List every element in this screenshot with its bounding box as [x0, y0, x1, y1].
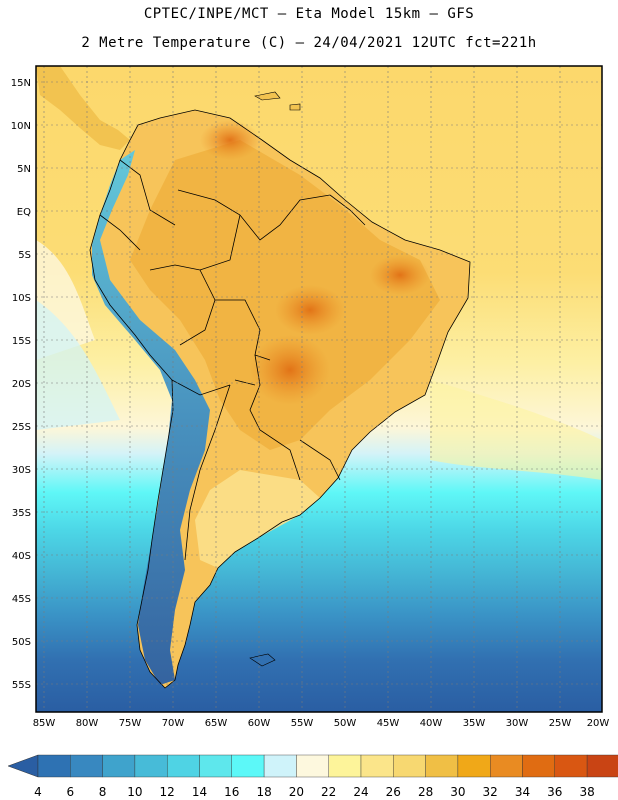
colorbar-label: 30: [450, 785, 465, 799]
lon-label: 25W: [549, 718, 572, 729]
colorbar-swatch: [490, 754, 523, 778]
lat-label: 35S: [12, 508, 31, 519]
lat-label: 15N: [11, 78, 31, 89]
colorbar-label: 32: [483, 785, 498, 799]
lat-label: 10N: [11, 121, 31, 132]
map-area: [36, 66, 602, 712]
colorbar-label: 28: [418, 785, 433, 799]
colorbar-label: 8: [99, 785, 107, 799]
colorbar-swatch: [328, 754, 362, 778]
colorbar-swatch: [102, 754, 136, 778]
colorbar-swatch: [263, 754, 297, 778]
colorbar-label: 20: [289, 785, 304, 799]
map-subtitle: 2 Metre Temperature (C) – 24/04/2021 12U…: [81, 35, 537, 51]
lon-label: 85W: [33, 718, 56, 729]
lon-label: 35W: [463, 718, 486, 729]
colorbar-swatch: [393, 754, 426, 778]
lon-label: 30W: [506, 718, 529, 729]
colorbar-swatch: [554, 754, 588, 778]
colorbar-swatch: [134, 754, 168, 778]
lon-label: 65W: [205, 718, 228, 729]
colorbar-swatch: [586, 754, 618, 778]
colorbar-swatch: [231, 754, 265, 778]
colorbar-swatch: [199, 754, 232, 778]
longitude-labels: 85W 80W 75W 70W 65W 60W 55W 50W 45W 40W …: [33, 718, 610, 729]
colorbar-swatch: [37, 754, 71, 778]
colorbar-swatch: [70, 754, 103, 778]
colorbar-swatch: [457, 754, 491, 778]
lat-label: 30S: [12, 465, 31, 476]
lat-label: EQ: [17, 207, 31, 218]
lon-label: 40W: [420, 718, 443, 729]
lon-label: 70W: [162, 718, 185, 729]
lon-label: 20W: [587, 718, 610, 729]
colorbar-swatch: [296, 754, 329, 778]
lat-label: 5S: [18, 250, 31, 261]
lat-label: 15S: [12, 336, 31, 347]
lat-label: 5N: [17, 164, 31, 175]
lat-label: 45S: [12, 594, 31, 605]
colorbar-swatch: [166, 754, 200, 778]
colorbar-label: 16: [224, 785, 239, 799]
colorbar-label: 18: [256, 785, 271, 799]
colorbar-label: 24: [353, 785, 368, 799]
colorbar-label: 22: [321, 785, 336, 799]
lat-label: 55S: [12, 680, 31, 691]
latitude-labels: 15N 10N 5N EQ 5S 10S 15S 20S 25S 30S 35S…: [11, 78, 31, 691]
map-frame: [35, 65, 603, 713]
andes-cold-strip: [92, 150, 210, 685]
colorbar-label: 6: [66, 785, 74, 799]
lon-label: 80W: [76, 718, 99, 729]
lat-label: 50S: [12, 637, 31, 648]
graticule: [36, 66, 602, 712]
colorbar-label: 36: [547, 785, 562, 799]
map-title: CPTEC/INPE/MCT – Eta Model 15km – GFS: [143, 6, 475, 22]
colorbar: 4 6 8 10 12 14 16 18 20 22 24 26 28 30 32 34 36 38: [7, 754, 618, 799]
lat-label: 25S: [12, 422, 31, 433]
colorbar-label: 26: [386, 785, 401, 799]
colorbar-label: 12: [160, 785, 175, 799]
country-borders: [89, 109, 471, 689]
lat-label: 10S: [12, 293, 31, 304]
colorbar-low-arrow: [7, 754, 39, 778]
lon-label: 75W: [119, 718, 142, 729]
lat-label: 40S: [12, 551, 31, 562]
lat-label: 20S: [12, 379, 31, 390]
colorbar-label: 4: [34, 785, 42, 799]
lon-label: 55W: [291, 718, 314, 729]
colorbar-swatch: [522, 754, 555, 778]
colorbar-swatch: [425, 754, 459, 778]
colorbar-swatch: [360, 754, 394, 778]
colorbar-label: 10: [127, 785, 142, 799]
colorbar-label: 34: [515, 785, 530, 799]
lon-label: 50W: [334, 718, 357, 729]
colorbar-label: 38: [579, 785, 594, 799]
colorbar-label: 14: [192, 785, 207, 799]
lon-label: 45W: [377, 718, 400, 729]
lon-label: 60W: [248, 718, 271, 729]
